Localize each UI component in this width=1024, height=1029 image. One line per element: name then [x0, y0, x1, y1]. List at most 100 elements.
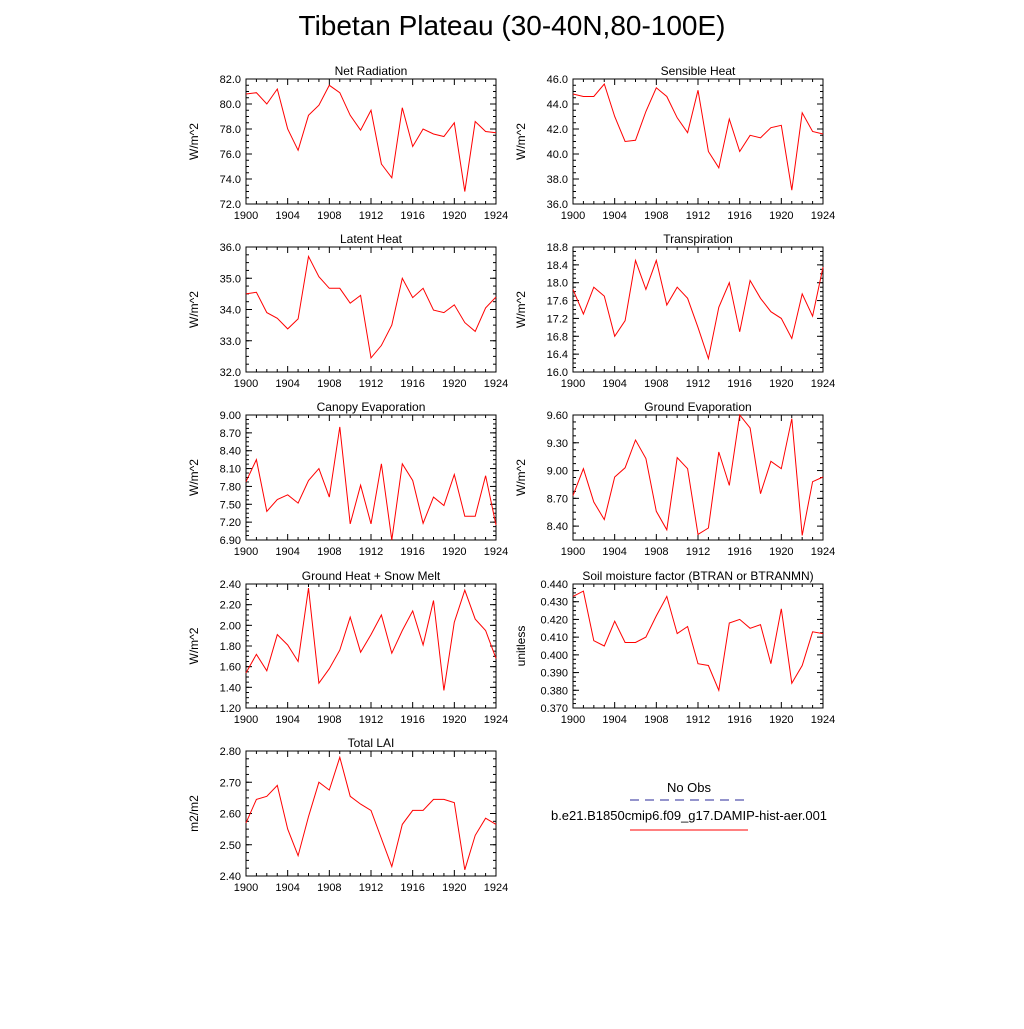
- y-tick-label: 2.50: [220, 840, 241, 852]
- series-line: [245, 426, 497, 541]
- y-tick-label: 78.0: [220, 124, 241, 136]
- y-tick-label: 8.40: [220, 446, 241, 458]
- x-tick-label: 1924: [484, 378, 508, 390]
- series-line: [245, 84, 497, 192]
- x-tick-label: 1920: [769, 378, 793, 390]
- y-tick-label: 34.0: [220, 305, 241, 317]
- panel-title: Total LAI: [348, 736, 395, 750]
- y-tick-label: 32.0: [220, 367, 241, 379]
- chart-panel: Ground Heat + Snow Melt W/m^2 1900 1904 1908…: [187, 569, 508, 726]
- y-tick-label: 42.0: [547, 124, 568, 136]
- x-tick-label: 1924: [811, 546, 835, 558]
- chart-panel: Canopy Evaporation W/m^2 1900 1904 1908 1912 1…: [187, 400, 508, 558]
- x-tick-label: 1912: [686, 210, 710, 222]
- y-tick-label: 8.70: [220, 428, 241, 440]
- y-tick-label: 74.0: [220, 174, 241, 186]
- chart-panel: Sensible Heat W/m^2 1900 1904 1908 1912 1916 19…: [514, 64, 835, 222]
- x-tick-label: 1908: [317, 378, 341, 390]
- y-tick-label: 40.0: [547, 149, 568, 161]
- x-tick-label: 1924: [484, 882, 508, 894]
- y-tick-label: 1.60: [220, 662, 241, 674]
- x-tick-label: 1916: [400, 714, 424, 726]
- y-tick-label: 0.440: [540, 579, 568, 591]
- panel-title: Sensible Heat: [661, 64, 736, 78]
- y-tick-label: 35.0: [220, 273, 241, 285]
- y-tick-label: 9.00: [547, 466, 568, 478]
- x-tick-label: 1912: [359, 378, 383, 390]
- x-tick-label: 1916: [400, 378, 424, 390]
- x-tick-label: 1904: [602, 210, 626, 222]
- x-tick-label: 1908: [317, 546, 341, 558]
- y-tick-label: 0.430: [540, 597, 568, 609]
- y-tick-label: 7.50: [220, 499, 241, 511]
- x-tick-label: 1908: [644, 546, 668, 558]
- y-tick-label: 82.0: [220, 74, 241, 86]
- y-axis-label: W/m^2: [187, 459, 201, 496]
- y-tick-label: 17.6: [547, 296, 568, 308]
- series-line: [572, 590, 824, 693]
- x-tick-label: 1904: [275, 882, 299, 894]
- y-tick-label: 0.420: [540, 614, 568, 626]
- x-tick-label: 1900: [561, 546, 585, 558]
- x-tick-label: 1924: [811, 210, 835, 222]
- x-tick-label: 1912: [359, 882, 383, 894]
- x-tick-label: 1920: [442, 714, 466, 726]
- chart-panel: Soil moisture factor (BTRAN or BTRANMN) u…: [514, 569, 835, 726]
- y-tick-label: 16.8: [547, 331, 568, 343]
- panel-title: Canopy Evaporation: [317, 400, 426, 414]
- y-tick-label: 7.20: [220, 517, 241, 529]
- y-tick-label: 9.30: [547, 438, 568, 450]
- figure-title: Tibetan Plateau (30-40N,80-100E): [298, 10, 726, 41]
- y-axis-label: W/m^2: [514, 459, 528, 496]
- x-tick-label: 1924: [811, 378, 835, 390]
- legend-model-label: b.e21.B1850cmip6.f09_g17.DAMIP-hist-aer.…: [551, 808, 827, 823]
- plot-frame: [572, 414, 824, 541]
- y-tick-label: 33.0: [220, 336, 241, 348]
- x-tick-label: 1900: [561, 210, 585, 222]
- series-line: [572, 258, 824, 361]
- y-tick-label: 18.8: [547, 242, 568, 254]
- x-tick-label: 1900: [234, 546, 258, 558]
- x-tick-label: 1920: [442, 546, 466, 558]
- y-tick-label: 7.80: [220, 481, 241, 493]
- panel-title: Transpiration: [663, 232, 733, 246]
- x-tick-label: 1924: [484, 714, 508, 726]
- legend: No Obs b.e21.B1850cmip6.f09_g17.DAMIP-his…: [551, 780, 827, 831]
- y-axis-label: W/m^2: [514, 291, 528, 328]
- x-tick-label: 1916: [400, 210, 424, 222]
- x-tick-label: 1904: [275, 378, 299, 390]
- x-tick-label: 1900: [234, 882, 258, 894]
- x-tick-label: 1920: [769, 546, 793, 558]
- x-tick-label: 1904: [602, 378, 626, 390]
- x-tick-label: 1908: [317, 714, 341, 726]
- y-tick-label: 2.40: [220, 871, 241, 883]
- x-tick-label: 1904: [602, 546, 626, 558]
- x-tick-label: 1924: [811, 714, 835, 726]
- y-tick-label: 36.0: [547, 199, 568, 211]
- plot-frame: [572, 78, 824, 205]
- chart-panel: Latent Heat W/m^2 1900 1904 1908 1912 1916 1920…: [187, 232, 508, 390]
- plot-frame: [572, 583, 824, 709]
- x-tick-label: 1900: [234, 210, 258, 222]
- panel-title: Latent Heat: [340, 232, 403, 246]
- x-tick-label: 1916: [400, 546, 424, 558]
- x-tick-label: 1908: [644, 210, 668, 222]
- x-tick-label: 1920: [442, 378, 466, 390]
- y-tick-label: 1.80: [220, 641, 241, 653]
- y-tick-label: 44.0: [547, 99, 568, 111]
- y-tick-label: 0.400: [540, 650, 568, 662]
- legend-obs-label: No Obs: [667, 780, 712, 795]
- y-tick-label: 2.70: [220, 777, 241, 789]
- y-tick-label: 2.00: [220, 620, 241, 632]
- chart-panel: Net Radiation W/m^2 1900 1904 1908 1912 1916 19…: [187, 64, 508, 222]
- x-tick-label: 1900: [234, 714, 258, 726]
- x-tick-label: 1920: [769, 714, 793, 726]
- x-tick-label: 1908: [317, 882, 341, 894]
- y-tick-label: 18.4: [547, 260, 568, 272]
- x-tick-label: 1908: [317, 210, 341, 222]
- x-tick-label: 1904: [275, 714, 299, 726]
- y-tick-label: 2.80: [220, 746, 241, 758]
- x-tick-label: 1912: [359, 210, 383, 222]
